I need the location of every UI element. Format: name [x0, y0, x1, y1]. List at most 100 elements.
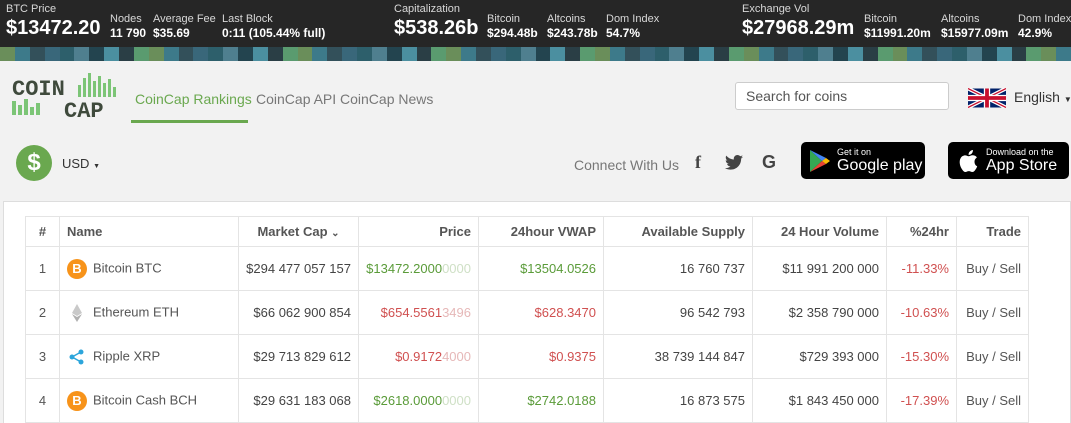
coincap-logo[interactable]: COIN CAP: [12, 73, 120, 121]
nav-coincap-rankings[interactable]: CoinCap Rankings: [135, 91, 252, 107]
vol-alt-value: $15977.09m: [941, 26, 1009, 40]
cap-dom-value: 54.7%: [606, 26, 641, 40]
last-block-label: Last Block: [222, 13, 273, 25]
header-market-cap[interactable]: Market Cap ⌄: [238, 216, 359, 247]
buy-sell-link[interactable]: Buy / Sell: [956, 290, 1029, 335]
stripe-block: [758, 47, 774, 61]
uk-flag-icon[interactable]: [968, 88, 1006, 108]
cell-name[interactable]: B Bitcoin Cash BCH: [59, 378, 239, 423]
cap-alt-value: $243.78b: [547, 26, 598, 40]
buy-sell-link[interactable]: Buy / Sell: [956, 334, 1029, 379]
table-header-row: # Name Market Cap ⌄ Price 24hour VWAP Av…: [25, 216, 1029, 247]
google-icon[interactable]: G: [762, 152, 777, 172]
cell-market-cap: $29 713 829 612: [238, 334, 359, 379]
stripe-block: [163, 47, 179, 61]
search-input[interactable]: [735, 82, 949, 110]
header-rank[interactable]: #: [25, 216, 60, 247]
buy-sell-link[interactable]: Buy / Sell: [956, 246, 1029, 291]
language-selector[interactable]: English ▼: [1014, 89, 1071, 105]
google-play-button[interactable]: Get it on Google play: [801, 142, 925, 179]
cell-price: $0.91724000: [358, 334, 479, 379]
header-name[interactable]: Name: [59, 216, 239, 247]
stripe-block: [966, 47, 982, 61]
stripe-block: [595, 47, 610, 61]
stripe-block: [847, 47, 863, 61]
bitcoin-cash-icon: B: [67, 390, 87, 411]
cell-market-cap: $66 062 900 854: [238, 290, 359, 335]
header-change[interactable]: %24hr: [886, 216, 957, 247]
stripe-block: [357, 47, 372, 61]
stripe-block: [193, 47, 209, 61]
cap-label: Capitalization: [394, 3, 461, 15]
stripe-block: [312, 47, 328, 61]
stripe-block: [238, 47, 253, 61]
buy-sell-link[interactable]: Buy / Sell: [956, 378, 1029, 423]
stripe-block: [446, 47, 462, 61]
cell-name[interactable]: B Bitcoin BTC: [59, 246, 239, 291]
price-value: $2618.0000: [373, 393, 443, 408]
cap-dom-label: Dom Index: [606, 13, 660, 25]
stripe-block: [714, 47, 729, 61]
twitter-icon[interactable]: [725, 155, 743, 170]
stripe-block: [252, 47, 268, 61]
avg-fee-value: $35.69: [153, 26, 190, 40]
caret-down-icon: ▼: [1063, 95, 1071, 104]
stripe-block: [505, 47, 521, 61]
vol-value: $27968.29m: [742, 17, 855, 39]
nav-coincap-api[interactable]: CoinCap API: [256, 91, 337, 107]
cell-name[interactable]: Ripple XRP: [59, 334, 239, 379]
rankings-table: # Name Market Cap ⌄ Price 24hour VWAP Av…: [25, 216, 1029, 423]
stripe-block: [654, 47, 670, 61]
stripe-block: [119, 47, 134, 61]
header-price[interactable]: Price: [358, 216, 479, 247]
stripe-block: [14, 47, 30, 61]
currency-selector[interactable]: USD ▼: [62, 156, 100, 171]
last-block-value: 0:11 (105.44% full): [222, 26, 326, 40]
app-store-button[interactable]: Download on the App Store: [948, 142, 1069, 179]
stripe-block: [728, 47, 744, 61]
header-vwap[interactable]: 24hour VWAP: [478, 216, 604, 247]
stripe-block: [669, 47, 685, 61]
connect-with-us-label: Connect With Us: [574, 157, 680, 173]
header-volume[interactable]: 24 Hour Volume: [752, 216, 887, 247]
ticker-avg-fee: Average Fee $35.69: [153, 13, 216, 40]
cell-supply: 16 873 575: [603, 378, 753, 423]
table-row[interactable]: 3 Ripple XRP $29 713 829 612 $0.91724000 $0.…: [25, 334, 1029, 379]
stripe-block: [148, 47, 164, 61]
header-supply[interactable]: Available Supply: [603, 216, 753, 247]
cell-price: $13472.20000000: [358, 246, 479, 291]
cell-change: -11.33%: [886, 246, 957, 291]
stripe-block: [981, 47, 997, 61]
table-row[interactable]: 2 Ethereum ETH $66 062 900 854 $654.5561349…: [25, 290, 1029, 335]
cell-name[interactable]: Ethereum ETH: [59, 290, 239, 335]
vol-btc-label: Bitcoin: [864, 13, 898, 25]
table-row[interactable]: 1 B Bitcoin BTC $294 477 057 157 $13472.2000…: [25, 246, 1029, 291]
vol-btc-value: $11991.20m: [864, 26, 931, 40]
vol-dom-value: 42.9%: [1018, 26, 1053, 40]
nav-active-underline: [131, 120, 248, 123]
bitcoin-icon: B: [67, 258, 87, 279]
coin-name: Bitcoin BTC: [93, 259, 162, 275]
price-tail: 0000: [442, 261, 471, 276]
btc-price-label: BTC Price: [6, 3, 57, 15]
header-market-cap-label: Market Cap: [257, 224, 328, 239]
cell-rank: 4: [25, 378, 60, 423]
vol-alt-label: Altcoins: [941, 13, 980, 25]
cell-change: -10.63%: [886, 290, 957, 335]
cell-rank: 3: [25, 334, 60, 379]
apple-icon: [959, 150, 978, 172]
stripe-block: [937, 47, 952, 61]
nav-coincap-news[interactable]: CoinCap News: [340, 91, 434, 107]
stripe-block: [490, 47, 506, 61]
table-row[interactable]: 4 B Bitcoin Cash BCH $29 631 183 068 $2618.0…: [25, 378, 1029, 423]
dollar-icon[interactable]: $: [16, 145, 52, 181]
ticker-btc-price: BTC Price $13472.20: [6, 3, 101, 40]
stripe-block: [877, 47, 893, 61]
stripe-block: [297, 47, 313, 61]
facebook-icon[interactable]: f: [695, 152, 701, 172]
cap-value: $538.26b: [394, 17, 479, 39]
stripe-block: [609, 47, 625, 61]
stripe-block: [520, 47, 536, 61]
currency-label: USD: [62, 156, 90, 171]
stripe-block: [818, 47, 833, 61]
